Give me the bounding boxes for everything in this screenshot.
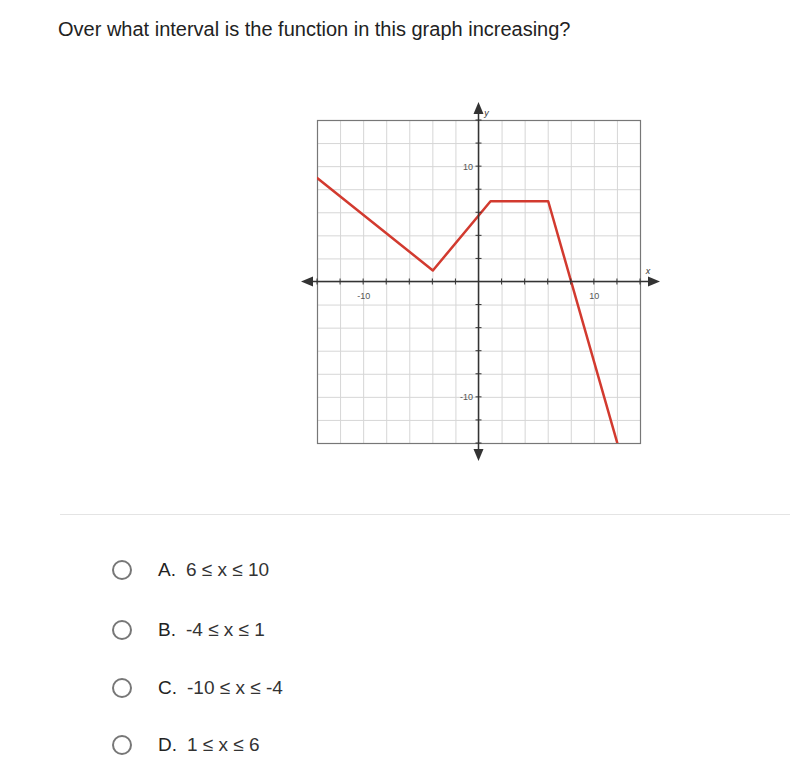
html-text:A.: A. <box>158 559 176 580</box>
svg-text:x: x <box>645 266 651 276</box>
html-text:-4 ≤ x ≤ 1: -4 ≤ x ≤ 1 <box>186 619 265 640</box>
html-text:D.: D. <box>158 734 177 755</box>
html-text:Over what interval is the func: Over what interval is the function in th… <box>58 18 571 40</box>
html-text:-10 ≤ x ≤ -4: -10 ≤ x ≤ -4 <box>187 677 283 698</box>
svg-text:-10: -10 <box>357 291 370 301</box>
svg-text:10: 10 <box>589 291 599 301</box>
svg-text:10: 10 <box>463 162 473 172</box>
svg-text:-10: -10 <box>460 392 473 402</box>
html-text:C.: C. <box>158 677 177 698</box>
html-text:1 ≤ x ≤ 6: 1 ≤ x ≤ 6 <box>187 734 260 755</box>
html-text:B.: B. <box>158 619 176 640</box>
svg-text:y: y <box>483 108 489 118</box>
html-text:6 ≤ x ≤ 10: 6 ≤ x ≤ 10 <box>186 559 270 580</box>
